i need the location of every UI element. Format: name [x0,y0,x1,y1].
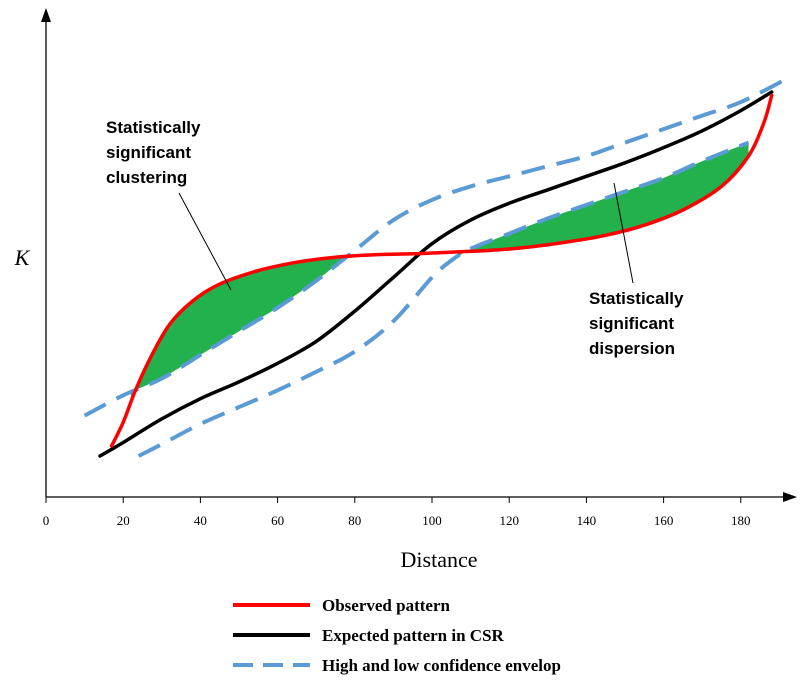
dispersion-region [459,142,749,256]
x-tick: 120 [499,497,519,528]
x-tick: 60 [271,497,284,528]
x-tick: 80 [348,497,361,528]
x-axis-arrow [783,492,797,502]
legend-label-observed: Observed pattern [322,596,451,615]
clustering-annotation: Statistically significant clustering [106,118,205,187]
x-tick-label: 60 [271,513,284,528]
x-tick-label: 80 [348,513,361,528]
x-tick: 0 [43,497,50,528]
x-tick: 20 [117,497,130,528]
x-tick-label: 120 [499,513,519,528]
x-tick: 40 [194,497,207,528]
x-tick: 100 [422,497,442,528]
x-tick: 160 [654,497,674,528]
clustering-region [130,253,351,403]
dispersion-annotation: Statistically significant dispersion [589,289,688,358]
x-tick: 180 [731,497,751,528]
x-tick-label: 160 [654,513,674,528]
legend: Observed pattern Expected pattern in CSR… [233,596,561,675]
legend-label-expected: Expected pattern in CSR [322,626,505,645]
x-tick-label: 0 [43,513,50,528]
observed-pattern-line [109,93,774,448]
lower-envelope-line [137,140,750,458]
x-ticks: 0 20 40 60 80 100 120 140 160 180 [43,497,751,528]
x-tick-label: 100 [422,513,442,528]
x-axis-label: Distance [401,547,478,572]
y-axis-label: K [14,245,31,270]
y-axis-arrow [41,8,51,22]
legend-item-expected: Expected pattern in CSR [233,626,505,645]
legend-item-envelope: High and low confidence envelop [233,656,561,675]
dispersion-leader-line [613,182,634,284]
x-tick-label: 140 [577,513,597,528]
upper-envelope-line [83,76,789,418]
axes [41,8,797,502]
series [83,76,789,458]
expected-csr-line [98,90,774,458]
x-tick: 140 [577,497,597,528]
legend-label-envelope: High and low confidence envelop [322,656,561,675]
clustering-leader-line [178,192,232,291]
x-tick-label: 40 [194,513,207,528]
legend-item-observed: Observed pattern [233,596,451,615]
shaded-regions [130,142,749,403]
x-tick-label: 20 [117,513,130,528]
x-tick-label: 180 [731,513,751,528]
